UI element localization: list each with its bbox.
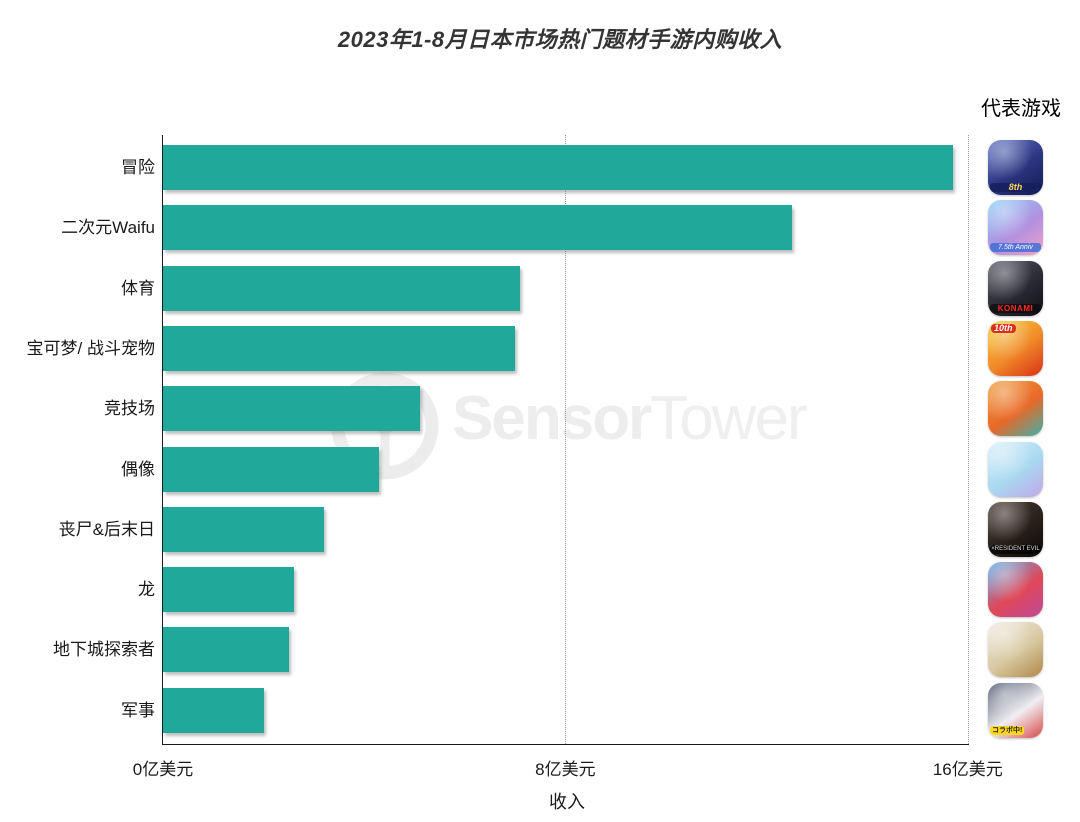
gridline-8 (565, 135, 566, 744)
x-tick-label: 0亿美元 (132, 760, 194, 779)
game-icon-badge: 8th (990, 183, 1041, 192)
category-label: 竞技场 (104, 399, 155, 419)
watermark-text: SensorTower (452, 384, 808, 453)
game-icon-badge: ×RESIDENT EVIL (990, 544, 1041, 554)
game-icon-badge: 10th (991, 323, 1016, 333)
baseball-konami-game-icon: KONAMI (988, 260, 1043, 316)
x-tick-label: 16亿美元 (932, 760, 1003, 779)
category-label: 丧尸&后末日 (58, 519, 155, 539)
monster-strike-game-icon: 10th (988, 320, 1043, 376)
bar-3 (163, 265, 521, 311)
x-axis-label: 收入 (549, 792, 585, 812)
bar-9 (163, 627, 289, 673)
game-icon-badge: コラボ中! (990, 725, 1025, 735)
category-label: 冒险 (121, 158, 155, 177)
category-label: 体育 (121, 278, 155, 298)
chart-title: 2023年1-8月日本市场热门题材手游内购收入 (337, 27, 783, 52)
uma-musume-game-icon: 7.5th Anniv (988, 200, 1043, 256)
bar-2 (163, 205, 792, 251)
game-icon-badge: KONAMI (990, 303, 1041, 313)
category-label: 偶像 (121, 459, 155, 479)
x-axis-line (162, 744, 969, 745)
category-label: 龙 (138, 580, 155, 600)
military-collab-game-icon: コラボ中! (988, 682, 1043, 738)
bar-7 (163, 506, 324, 552)
category-label: 地下城探索者 (53, 640, 155, 660)
category-label: 军事 (121, 700, 155, 720)
fate-grand-order-game-icon: 8th (988, 140, 1043, 195)
dungeon-explorer-game-icon (988, 622, 1043, 678)
puzzle-dragons-game-icon (988, 562, 1043, 618)
category-label: 二次元Waifu (61, 218, 155, 238)
bar-4 (163, 325, 516, 371)
one-piece-game-icon (988, 381, 1043, 437)
y-axis-line (162, 135, 163, 745)
category-label: 宝可梦/ 战斗宠物 (26, 338, 155, 358)
zombie-survival-game-icon: ×RESIDENT EVIL (988, 501, 1043, 557)
x-tick-label: 8亿美元 (535, 760, 596, 779)
gridline-16 (968, 135, 969, 744)
representative-games-header: 代表游戏 (981, 98, 1061, 120)
idol-rhythm-game-icon (988, 441, 1043, 497)
bar-6 (163, 446, 380, 492)
bar-5 (163, 386, 420, 432)
bar-8 (163, 567, 294, 613)
bar-1 (163, 145, 953, 190)
bar-10 (163, 687, 264, 733)
game-icon-badge: 7.5th Anniv (990, 243, 1041, 253)
